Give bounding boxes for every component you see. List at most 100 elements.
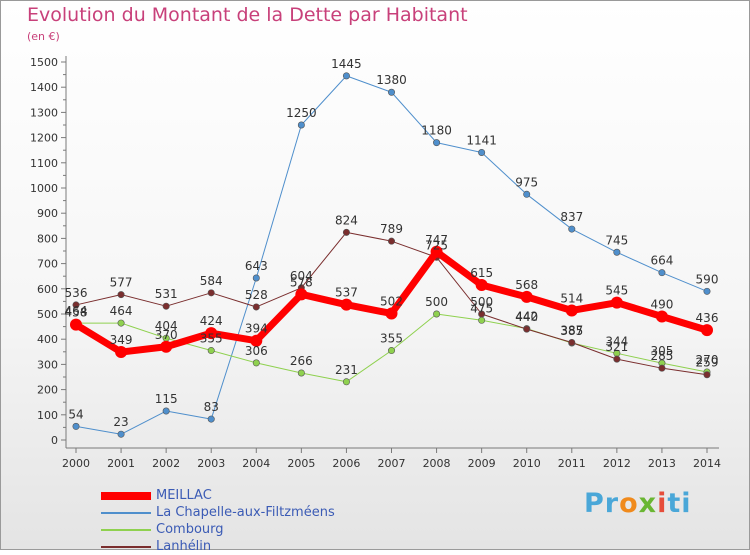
data-label-lanhelin: 584 <box>200 274 223 288</box>
x-tick-label: 2007 <box>378 457 406 470</box>
legend-swatch-meillac <box>101 491 151 500</box>
data-point-meillac <box>385 307 398 320</box>
y-tick-label: 1500 <box>30 56 58 69</box>
y-tick-label: 200 <box>37 384 58 397</box>
data-point-la-chapelle-aux-filtzmeens <box>613 248 621 256</box>
data-label-la-chapelle-aux-filtzmeens: 745 <box>605 233 628 247</box>
data-point-lanhelin <box>613 355 621 363</box>
y-tick-label: 600 <box>37 283 58 296</box>
x-tick-label: 2011 <box>558 457 586 470</box>
data-point-meillac <box>565 304 578 317</box>
y-tick-label: 1000 <box>30 182 58 195</box>
chart-unit-subtitle: (en €) <box>27 30 60 43</box>
data-label-la-chapelle-aux-filtzmeens: 837 <box>560 210 583 224</box>
data-label-la-chapelle-aux-filtzmeens: 83 <box>204 400 219 414</box>
x-tick-label: 2002 <box>152 457 180 470</box>
data-point-combourg <box>117 319 125 327</box>
data-label-combourg: 231 <box>335 363 358 377</box>
data-label-combourg: 404 <box>155 319 178 333</box>
legend-label-lanhelin: Lanhélin <box>156 539 212 554</box>
data-label-la-chapelle-aux-filtzmeens: 1141 <box>466 133 497 147</box>
data-point-combourg <box>387 347 395 355</box>
data-point-meillac <box>610 296 623 309</box>
legend-label-combourg: Combourg <box>156 522 224 537</box>
x-tick-label: 2006 <box>332 457 360 470</box>
data-label-combourg: 385 <box>560 324 583 338</box>
x-tick-label: 2014 <box>693 457 721 470</box>
data-label-la-chapelle-aux-filtzmeens: 664 <box>650 254 673 268</box>
y-tick-label: 1200 <box>30 132 58 145</box>
x-tick-label: 2009 <box>468 457 496 470</box>
data-label-combourg: 270 <box>696 353 719 367</box>
data-label-lanhelin: 440 <box>515 310 538 324</box>
data-point-meillac <box>340 298 353 311</box>
data-point-lanhelin <box>72 301 80 309</box>
data-label-lanhelin: 500 <box>470 295 493 309</box>
data-label-lanhelin: 577 <box>110 276 133 290</box>
data-point-lanhelin <box>478 310 486 318</box>
data-label-meillac: 349 <box>110 333 133 347</box>
x-tick-label: 2008 <box>423 457 451 470</box>
y-tick-label: 700 <box>37 258 58 271</box>
data-label-meillac: 747 <box>425 233 448 247</box>
data-point-meillac <box>655 310 668 323</box>
data-label-la-chapelle-aux-filtzmeens: 1180 <box>421 124 452 138</box>
data-point-combourg <box>478 316 486 324</box>
x-tick-label: 2012 <box>603 457 631 470</box>
y-tick-label: 100 <box>37 409 58 422</box>
data-point-meillac <box>205 327 218 340</box>
data-point-la-chapelle-aux-filtzmeens <box>117 430 125 438</box>
legend-label-la-chapelle: La Chapelle-aux-Filtzméens <box>156 505 335 520</box>
series-line-la-chapelle-aux-filtzmeens <box>75 75 708 435</box>
data-point-la-chapelle-aux-filtzmeens <box>387 88 395 96</box>
data-label-meillac: 436 <box>696 311 719 325</box>
data-point-la-chapelle-aux-filtzmeens <box>703 287 711 295</box>
y-tick-label: 400 <box>37 333 58 346</box>
data-label-lanhelin: 536 <box>65 286 88 300</box>
data-label-lanhelin: 285 <box>650 349 673 363</box>
data-label-la-chapelle-aux-filtzmeens: 643 <box>245 259 268 273</box>
data-label-meillac: 514 <box>560 291 583 305</box>
data-point-la-chapelle-aux-filtzmeens <box>207 415 215 423</box>
data-point-combourg <box>252 359 260 367</box>
data-point-la-chapelle-aux-filtzmeens <box>523 190 531 198</box>
data-label-la-chapelle-aux-filtzmeens: 1380 <box>376 73 407 87</box>
legend-label-meillac: MEILLAC <box>156 488 212 503</box>
data-point-lanhelin <box>658 364 666 372</box>
data-point-la-chapelle-aux-filtzmeens <box>297 121 305 129</box>
data-label-combourg: 306 <box>245 344 268 358</box>
data-point-la-chapelle-aux-filtzmeens <box>72 422 80 430</box>
legend-swatch-lanhelin <box>101 545 151 548</box>
data-point-meillac <box>115 346 128 359</box>
data-point-lanhelin <box>162 302 170 310</box>
data-point-meillac <box>250 334 263 347</box>
x-tick-label: 2005 <box>287 457 315 470</box>
data-label-la-chapelle-aux-filtzmeens: 115 <box>155 392 178 406</box>
data-label-combourg: 305 <box>650 344 673 358</box>
data-label-la-chapelle-aux-filtzmeens: 23 <box>113 415 128 429</box>
data-point-la-chapelle-aux-filtzmeens <box>162 407 170 415</box>
data-point-meillac <box>701 324 713 337</box>
data-label-combourg: 442 <box>515 310 538 324</box>
data-point-la-chapelle-aux-filtzmeens <box>568 225 576 233</box>
x-tick-label: 2004 <box>242 457 270 470</box>
data-label-lanhelin: 259 <box>696 356 719 370</box>
data-label-combourg: 266 <box>290 354 313 368</box>
data-label-meillac: 394 <box>245 322 268 336</box>
y-tick-label: 300 <box>37 358 58 371</box>
data-point-combourg <box>297 369 305 377</box>
data-label-lanhelin: 789 <box>380 222 403 236</box>
data-point-combourg <box>433 310 441 318</box>
data-point-lanhelin <box>523 325 531 333</box>
x-tick-label: 2010 <box>513 457 541 470</box>
data-label-combourg: 344 <box>605 334 628 348</box>
data-label-combourg: 500 <box>425 295 448 309</box>
data-label-combourg: 464 <box>65 304 88 318</box>
y-tick-label: 1100 <box>30 157 58 170</box>
data-label-meillac: 424 <box>200 314 223 328</box>
data-point-la-chapelle-aux-filtzmeens <box>658 269 666 277</box>
data-label-meillac: 370 <box>155 328 178 342</box>
data-label-meillac: 502 <box>380 294 403 308</box>
data-point-meillac <box>475 279 488 292</box>
